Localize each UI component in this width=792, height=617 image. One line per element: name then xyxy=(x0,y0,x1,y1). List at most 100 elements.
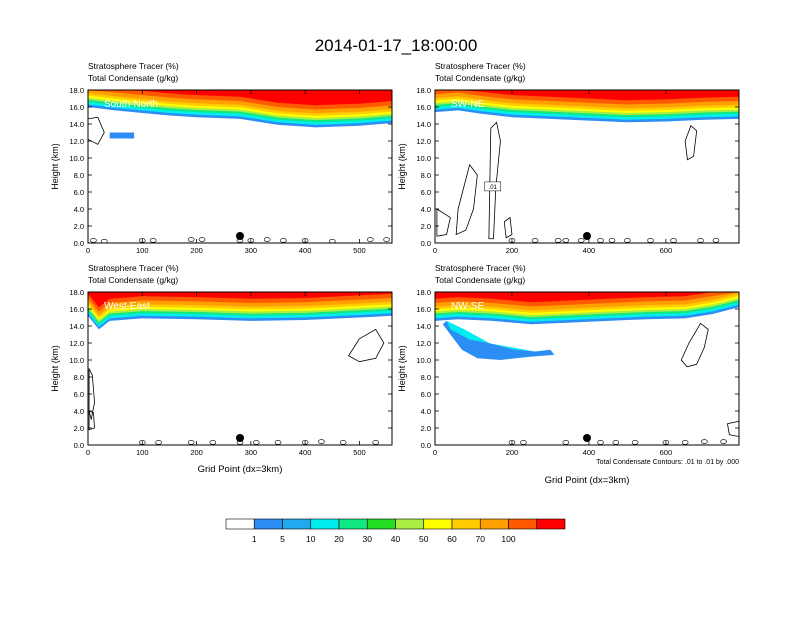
tracer-band-8 xyxy=(435,90,739,101)
y-tick-label: 2.0 xyxy=(74,424,84,433)
tracer-band-8 xyxy=(435,292,739,303)
condensate-cell xyxy=(701,439,708,444)
condensate-cell xyxy=(554,238,562,243)
y-tick-label: 0.0 xyxy=(421,441,431,450)
y-tick-label: 18.0 xyxy=(69,288,84,297)
panel-label: South-North xyxy=(104,99,158,110)
legend-swatch xyxy=(282,518,312,530)
x-tick-label: 300 xyxy=(245,246,258,255)
legend-value: 20 xyxy=(334,534,344,544)
condensate-cell xyxy=(520,440,527,445)
y-tick-label: 10.0 xyxy=(69,154,84,163)
panel-1: SW-NE .01 0.0 2.0 4.0 6.0 8.0 10.0 12.0 14.0 16.0 1… xyxy=(397,61,740,255)
legend-value: 5 xyxy=(280,534,285,544)
y-tick-label: 8.0 xyxy=(74,171,84,180)
tracer-plume xyxy=(442,320,555,360)
condensate-cell xyxy=(372,440,380,445)
x-tick-label: 200 xyxy=(506,448,519,457)
x-tick-label: 100 xyxy=(136,246,149,255)
y-tick-label: 14.0 xyxy=(69,322,84,331)
panels: South-North 0.0 2.0 4.0 6.0 8.0 10.0 12.0 14.0 16… xyxy=(50,61,740,486)
condensate-cell xyxy=(631,440,639,445)
y-tick-label: 4.0 xyxy=(421,205,431,214)
tracer-blob xyxy=(109,132,135,139)
condensate-contour xyxy=(348,328,385,363)
condensate-cell xyxy=(647,238,654,243)
panel-title-condensate: Total Condensate (g/kg) xyxy=(435,73,525,83)
y-tick-label: 0.0 xyxy=(421,239,431,248)
legend-value: 30 xyxy=(363,534,373,544)
condensate-cell xyxy=(681,440,689,445)
condensate-cell xyxy=(318,439,325,444)
y-axis-label: Height (km) xyxy=(50,345,60,392)
y-tick-label: 12.0 xyxy=(69,339,84,348)
condensate-cell xyxy=(339,440,347,445)
y-tick-label: 10.0 xyxy=(416,154,431,163)
x-tick-label: 0 xyxy=(433,448,437,457)
y-tick-label: 18.0 xyxy=(69,86,84,95)
y-tick-label: 16.0 xyxy=(416,305,431,314)
legend-value: 70 xyxy=(476,534,486,544)
condensate-cell xyxy=(624,238,631,243)
condensate-cell xyxy=(670,238,677,243)
y-tick-label: 14.0 xyxy=(416,120,431,129)
x-tick-label: 600 xyxy=(660,448,673,457)
condensate-cell xyxy=(562,238,570,243)
x-tick-label: 0 xyxy=(86,448,90,457)
x-tick-label: 400 xyxy=(299,448,312,457)
condensate-cell xyxy=(149,238,157,243)
y-tick-label: 18.0 xyxy=(416,86,431,95)
plot-fill xyxy=(435,292,739,445)
legend-swatch xyxy=(253,518,283,530)
panel-3: NW-SE 0.0 2.0 4.0 6.0 8.0 10.0 12.0 14.0 16.0 18.0… xyxy=(397,263,740,486)
condensate-cell xyxy=(280,238,287,243)
panel-title-condensate: Total Condensate (g/kg) xyxy=(88,275,178,285)
panel-label: West-East xyxy=(104,301,150,312)
condensate-cell xyxy=(198,237,206,242)
legend-swatch xyxy=(451,518,481,530)
panel-title-tracer: Stratosphere Tracer (%) xyxy=(435,263,526,273)
x-tick-label: 600 xyxy=(660,246,673,255)
color-legend: 1 5 10 20 30 40 50 60 70 100 xyxy=(225,518,566,544)
legend-swatch xyxy=(536,518,566,530)
y-tick-label: 4.0 xyxy=(74,407,84,416)
y-tick-label: 6.0 xyxy=(421,188,431,197)
y-tick-label: 0.0 xyxy=(74,239,84,248)
condensate-cell xyxy=(263,237,271,242)
y-tick-label: 12.0 xyxy=(416,339,431,348)
x-tick-label: 300 xyxy=(245,448,258,457)
condensate-contour xyxy=(88,116,105,145)
condensate-cell xyxy=(531,238,539,243)
y-tick-label: 6.0 xyxy=(421,390,431,399)
condensate-contour xyxy=(436,208,451,237)
y-tick-label: 14.0 xyxy=(416,322,431,331)
x-tick-label: 500 xyxy=(353,246,366,255)
contour-label-box xyxy=(484,181,501,192)
location-marker xyxy=(583,232,591,240)
location-marker xyxy=(236,434,244,442)
x-axis-label: Grid Point (dx=3km) xyxy=(545,475,630,486)
y-tick-label: 18.0 xyxy=(416,288,431,297)
condensate-cell xyxy=(608,238,616,243)
condensate-cell xyxy=(697,238,704,243)
y-axis-label: Height (km) xyxy=(397,143,407,190)
tracer-plume-core xyxy=(446,320,536,352)
x-tick-label: 500 xyxy=(353,448,366,457)
y-tick-label: 6.0 xyxy=(74,188,84,197)
plot-fill xyxy=(435,90,739,243)
condensate-cell xyxy=(720,439,727,444)
x-tick-label: 200 xyxy=(190,246,203,255)
x-tick-label: 200 xyxy=(190,448,203,457)
condensate-contour xyxy=(503,216,513,239)
condensate-contour xyxy=(680,322,709,368)
legend-swatch xyxy=(395,518,425,530)
plot-fill xyxy=(88,90,392,243)
y-tick-label: 4.0 xyxy=(421,407,431,416)
y-tick-label: 2.0 xyxy=(421,424,431,433)
x-tick-label: 200 xyxy=(506,246,519,255)
panel-title-tracer: Stratosphere Tracer (%) xyxy=(435,61,526,71)
legend-swatch xyxy=(338,518,368,530)
condensate-contour xyxy=(726,420,739,437)
